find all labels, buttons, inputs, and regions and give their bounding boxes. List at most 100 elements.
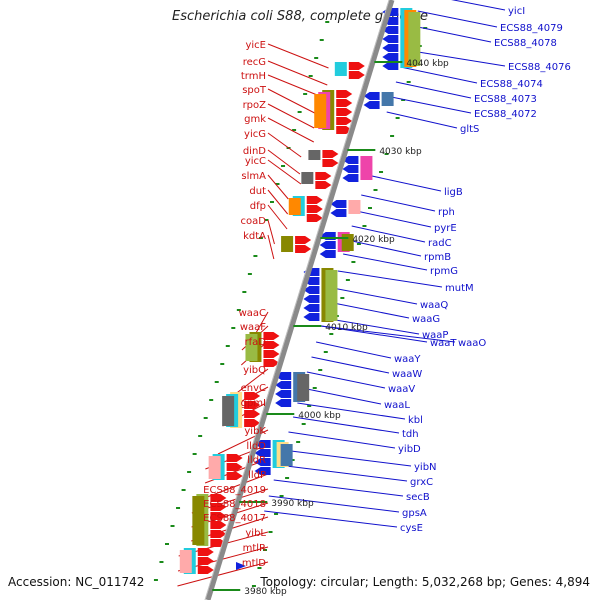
gene-label-right: ECS88_4073	[474, 94, 537, 105]
gene-arrow	[382, 44, 399, 52]
gene-arrow	[210, 512, 227, 520]
gene-label-right: ECS88_4078	[494, 38, 557, 49]
gene-arrow	[315, 181, 332, 189]
gene-arrow	[226, 463, 243, 471]
gene-label-right: radC	[428, 238, 452, 249]
connector-line	[268, 495, 400, 513]
backbone-line	[205, 0, 395, 600]
gene-arrow	[342, 156, 359, 164]
connector-line	[320, 325, 428, 343]
connector-line	[417, 10, 498, 28]
cog-block	[334, 62, 347, 76]
connector-line	[267, 60, 328, 86]
gene-arrow	[382, 62, 399, 70]
gene-arrow	[210, 521, 227, 529]
gene-arrow	[322, 159, 339, 167]
gene-arrow	[382, 53, 399, 61]
scale-label: 4010 kbp	[325, 323, 368, 333]
connector-line	[311, 356, 390, 374]
gene-label-left: yibQ	[243, 365, 266, 376]
scale-label: 4030 kbp	[379, 147, 422, 157]
connector-line	[306, 371, 386, 389]
gene-arrow	[303, 286, 320, 294]
connector-line	[451, 0, 506, 11]
gene-arrow	[303, 304, 320, 312]
gene-arrow	[197, 566, 214, 574]
gene-arrow	[306, 205, 323, 213]
gene-label-left: rpoZ	[243, 100, 267, 111]
gene-label-left: waaC	[239, 308, 266, 319]
gene-arrow	[244, 410, 261, 418]
gene-label-left: recG	[243, 57, 266, 68]
gene-label-right: secB	[406, 492, 430, 503]
connector-line	[395, 81, 472, 99]
connector-line	[267, 174, 289, 200]
gene-arrow	[363, 92, 380, 100]
gene-label-right: pyrE	[434, 223, 457, 234]
connector-line	[343, 253, 428, 271]
connector-line	[337, 270, 443, 288]
connector-line	[386, 111, 458, 129]
connector-line	[267, 189, 289, 215]
gene-arrow	[295, 245, 312, 253]
gene-arrow	[210, 494, 227, 502]
connector-line	[267, 103, 315, 129]
connector-line	[391, 96, 472, 114]
gene-label-right: waaP	[422, 330, 448, 341]
connector-line	[351, 225, 426, 243]
gene-label-left: dinD	[243, 146, 266, 157]
gene-arrow	[336, 108, 353, 116]
gene-label-right: waaY	[394, 354, 421, 365]
gene-arrow	[342, 165, 359, 173]
connector-line	[367, 174, 442, 192]
gene-label-right: waaO	[458, 338, 486, 349]
scale-label: 4040 kbp	[406, 59, 449, 69]
gene-label-left: lldP	[248, 470, 266, 481]
gene-label-left: gmk	[244, 114, 266, 125]
gene-label-right: waaT	[430, 338, 457, 349]
gene-label-right: tdh	[402, 429, 419, 440]
gene-arrow	[382, 35, 399, 43]
gene-label-right: ligB	[444, 187, 463, 198]
connector-line	[356, 210, 432, 228]
gene-label-right: kbl	[408, 415, 423, 426]
gene-arrow	[336, 117, 353, 125]
cog-block	[308, 150, 321, 160]
scale-label: 4020 kbp	[352, 235, 395, 245]
gene-arrow	[197, 557, 214, 565]
gene-label-left: ECS88_4019	[203, 485, 266, 496]
gene-arrow	[263, 359, 280, 367]
cog-block	[208, 456, 221, 479]
gene-label-right: grxC	[410, 477, 433, 488]
gene-arrow	[254, 458, 271, 466]
scale-label: 3990 kbp	[271, 499, 314, 509]
gene-arrow	[319, 241, 336, 249]
gene-arrow	[322, 150, 339, 158]
cog-block	[381, 92, 394, 106]
gene-label-right: waaW	[392, 369, 422, 380]
gene-label-left: dfp	[250, 201, 266, 212]
cog-block	[280, 444, 293, 466]
gene-arrow	[295, 236, 312, 244]
connector-line	[297, 402, 406, 420]
gene-label-right: waaV	[388, 384, 415, 395]
gene-label-left: waaF	[240, 322, 266, 333]
gene-arrow	[363, 101, 380, 109]
gene-label-right: waaL	[384, 400, 410, 411]
gene-arrow	[336, 90, 353, 98]
gene-label-left: yicE	[245, 40, 266, 51]
cog-block	[281, 236, 294, 252]
gene-arrow	[303, 313, 320, 321]
gene-label-right: rpmG	[430, 266, 458, 277]
gene-arrow	[306, 196, 323, 204]
connector-line	[267, 43, 329, 69]
gene-label-left: rfaD	[245, 337, 267, 348]
connector-line	[267, 117, 315, 143]
gene-label-left: spoT	[242, 85, 267, 96]
gene-label-right: ECS88_4074	[480, 79, 543, 90]
gene-label-right: yibN	[414, 462, 437, 473]
connector-line	[177, 561, 269, 587]
gene-label-right: ECS88_4072	[474, 109, 537, 120]
